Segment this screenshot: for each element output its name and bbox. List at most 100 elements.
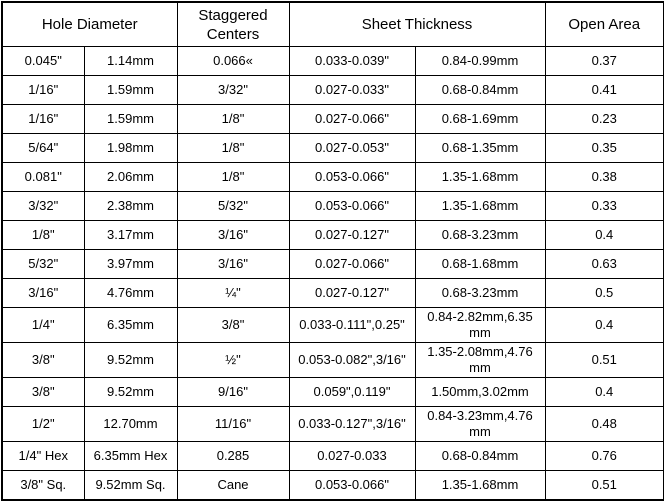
table-cell-hole-diameter-inch: 1/16" (1, 75, 85, 105)
table-cell-sheet-thickness-mm: 0.68-3.23mm (414, 220, 546, 250)
table-cell-open-area: 0.5 (544, 278, 664, 308)
table-row: 1/4" Hex 6.35mm Hex 0.285 0.027-0.033 0.68-0… (1, 441, 664, 471)
table-cell-staggered-centers: 1/8" (176, 162, 290, 192)
table-cell-sheet-thickness-inch: 0.053-0.082",3/16" (288, 342, 416, 378)
table-cell-sheet-thickness-mm: 0.68-1.69mm (414, 104, 546, 134)
table-cell-hole-diameter-mm: 6.35mm (83, 307, 178, 343)
table-cell-sheet-thickness-inch: 0.059",0.119" (288, 377, 416, 407)
table-cell-sheet-thickness-inch: 0.027-0.127" (288, 278, 416, 308)
table-cell-sheet-thickness-inch: 0.053-0.066" (288, 162, 416, 192)
table-cell-sheet-thickness-mm: 0.68-3.23mm (414, 278, 546, 308)
table-cell-staggered-centers: 3/16" (176, 249, 290, 279)
table-cell-hole-diameter-mm: 1.14mm (83, 46, 178, 76)
table-cell-hole-diameter-inch: 1/4" (1, 307, 85, 343)
table-cell-hole-diameter-inch: 1/2" (1, 406, 85, 442)
table-cell-hole-diameter-mm: 1.59mm (83, 104, 178, 134)
table-cell-hole-diameter-mm: 4.76mm (83, 278, 178, 308)
table-cell-hole-diameter-inch: 3/32" (1, 191, 85, 221)
table-body: 0.045" 1.14mm 0.066« 0.033-0.039" 0.84-0.99m… (1, 46, 664, 501)
table-cell-open-area: 0.4 (544, 377, 664, 407)
table-row: 1/4" 6.35mm 3/8" 0.033-0.111",0.25" 0.84-2.8… (1, 307, 664, 343)
table-cell-staggered-centers: 1/8" (176, 133, 290, 163)
table-row: 1/16" 1.59mm 3/32" 0.027-0.033" 0.68-0.84mm 0… (1, 75, 664, 105)
table-cell-sheet-thickness-mm: 0.84-2.82mm,6.35 mm (414, 307, 546, 343)
header-sheet-thickness: Sheet Thickness (288, 1, 546, 47)
table-cell-sheet-thickness-mm: 0.84-0.99mm (414, 46, 546, 76)
table-row: 1/8" 3.17mm 3/16" 0.027-0.127" 0.68-3.23mm 0.… (1, 220, 664, 250)
table-cell-open-area: 0.38 (544, 162, 664, 192)
table-cell-hole-diameter-mm: 6.35mm Hex (83, 441, 178, 471)
table-cell-hole-diameter-mm: 9.52mm (83, 377, 178, 407)
table-row: 1/16" 1.59mm 1/8" 0.027-0.066" 0.68-1.69mm 0.… (1, 104, 664, 134)
header-row: Hole Diameter Staggered Centers Sheet Th… (1, 1, 664, 47)
table-cell-hole-diameter-inch: 1/4" Hex (1, 441, 85, 471)
table-cell-hole-diameter-inch: 5/32" (1, 249, 85, 279)
table-cell-staggered-centers: 3/16" (176, 220, 290, 250)
table-cell-sheet-thickness-mm: 0.68-0.84mm (414, 441, 546, 471)
table-cell-sheet-thickness-mm: 0.68-0.84mm (414, 75, 546, 105)
table-cell-hole-diameter-mm: 9.52mm (83, 342, 178, 378)
table-cell-hole-diameter-inch: 3/16" (1, 278, 85, 308)
table-header: Hole Diameter Staggered Centers Sheet Th… (1, 1, 664, 47)
table-cell-open-area: 0.51 (544, 470, 664, 501)
header-hole-diameter: Hole Diameter (1, 1, 178, 47)
table-cell-open-area: 0.51 (544, 342, 664, 378)
table-cell-open-area: 0.35 (544, 133, 664, 163)
table-cell-hole-diameter-inch: 3/8" (1, 377, 85, 407)
table-cell-hole-diameter-mm: 3.17mm (83, 220, 178, 250)
table-cell-staggered-centers: 11/16" (176, 406, 290, 442)
table-cell-hole-diameter-inch: 5/64" (1, 133, 85, 163)
table-cell-open-area: 0.41 (544, 75, 664, 105)
table-cell-staggered-centers: ¼" (176, 278, 290, 308)
table-cell-hole-diameter-inch: 1/8" (1, 220, 85, 250)
table-cell-staggered-centers: ½" (176, 342, 290, 378)
table-cell-open-area: 0.23 (544, 104, 664, 134)
table-row: 0.045" 1.14mm 0.066« 0.033-0.039" 0.84-0.99m… (1, 46, 664, 76)
table-cell-sheet-thickness-inch: 0.027-0.066" (288, 249, 416, 279)
table-cell-hole-diameter-mm: 2.06mm (83, 162, 178, 192)
table-row: 5/32" 3.97mm 3/16" 0.027-0.066" 0.68-1.68mm 0… (1, 249, 664, 279)
table-cell-hole-diameter-mm: 12.70mm (83, 406, 178, 442)
table-cell-sheet-thickness-mm: 1.35-1.68mm (414, 470, 546, 501)
table-cell-hole-diameter-mm: 9.52mm Sq. (83, 470, 178, 501)
table-cell-sheet-thickness-mm: 1.35-1.68mm (414, 191, 546, 221)
table-cell-open-area: 0.4 (544, 220, 664, 250)
table-cell-staggered-centers: 3/32" (176, 75, 290, 105)
table-cell-sheet-thickness-inch: 0.027-0.053" (288, 133, 416, 163)
table-cell-staggered-centers: 9/16" (176, 377, 290, 407)
table-cell-hole-diameter-inch: 0.045" (1, 46, 85, 76)
table-row: 1/2" 12.70mm 11/16" 0.033-0.127",3/16" 0.84-… (1, 406, 664, 442)
table-row: 0.081" 2.06mm 1/8" 0.053-0.066" 1.35-1.68mm 0… (1, 162, 664, 192)
table-cell-open-area: 0.63 (544, 249, 664, 279)
table-cell-sheet-thickness-inch: 0.027-0.066" (288, 104, 416, 134)
table-cell-sheet-thickness-mm: 1.35-2.08mm,4.76 mm (414, 342, 546, 378)
table-cell-hole-diameter-mm: 1.98mm (83, 133, 178, 163)
table-cell-hole-diameter-inch: 3/8" Sq. (1, 470, 85, 501)
table-cell-staggered-centers: 0.066« (176, 46, 290, 76)
table-cell-sheet-thickness-inch: 0.033-0.111",0.25" (288, 307, 416, 343)
table-cell-sheet-thickness-inch: 0.033-0.127",3/16" (288, 406, 416, 442)
table-cell-sheet-thickness-inch: 0.053-0.066" (288, 470, 416, 501)
table-cell-staggered-centers: 0.285 (176, 441, 290, 471)
table-cell-open-area: 0.37 (544, 46, 664, 76)
table-row: 3/8" 9.52mm ½" 0.053-0.082",3/16" 1.35-2.08m… (1, 342, 664, 378)
table-cell-hole-diameter-inch: 3/8" (1, 342, 85, 378)
table-cell-open-area: 0.4 (544, 307, 664, 343)
table-cell-sheet-thickness-inch: 0.033-0.039" (288, 46, 416, 76)
table-cell-staggered-centers: 3/8" (176, 307, 290, 343)
table-cell-open-area: 0.33 (544, 191, 664, 221)
table-cell-staggered-centers: 1/8" (176, 104, 290, 134)
table-row: 3/16" 4.76mm ¼" 0.027-0.127" 0.68-3.23mm 0.5 (1, 278, 664, 308)
table-cell-sheet-thickness-mm: 0.68-1.35mm (414, 133, 546, 163)
table-cell-hole-diameter-inch: 0.081" (1, 162, 85, 192)
table-cell-sheet-thickness-inch: 0.027-0.033 (288, 441, 416, 471)
table-row: 5/64" 1.98mm 1/8" 0.027-0.053" 0.68-1.35mm 0.… (1, 133, 664, 163)
table-row: 3/8" 9.52mm 9/16" 0.059",0.119" 1.50mm,3.02m… (1, 377, 664, 407)
table-cell-sheet-thickness-inch: 0.053-0.066" (288, 191, 416, 221)
table-cell-sheet-thickness-inch: 0.027-0.033" (288, 75, 416, 105)
header-open-area: Open Area (544, 1, 664, 47)
table-cell-staggered-centers: Cane (176, 470, 290, 501)
table-cell-sheet-thickness-mm: 0.68-1.68mm (414, 249, 546, 279)
table-cell-hole-diameter-inch: 1/16" (1, 104, 85, 134)
